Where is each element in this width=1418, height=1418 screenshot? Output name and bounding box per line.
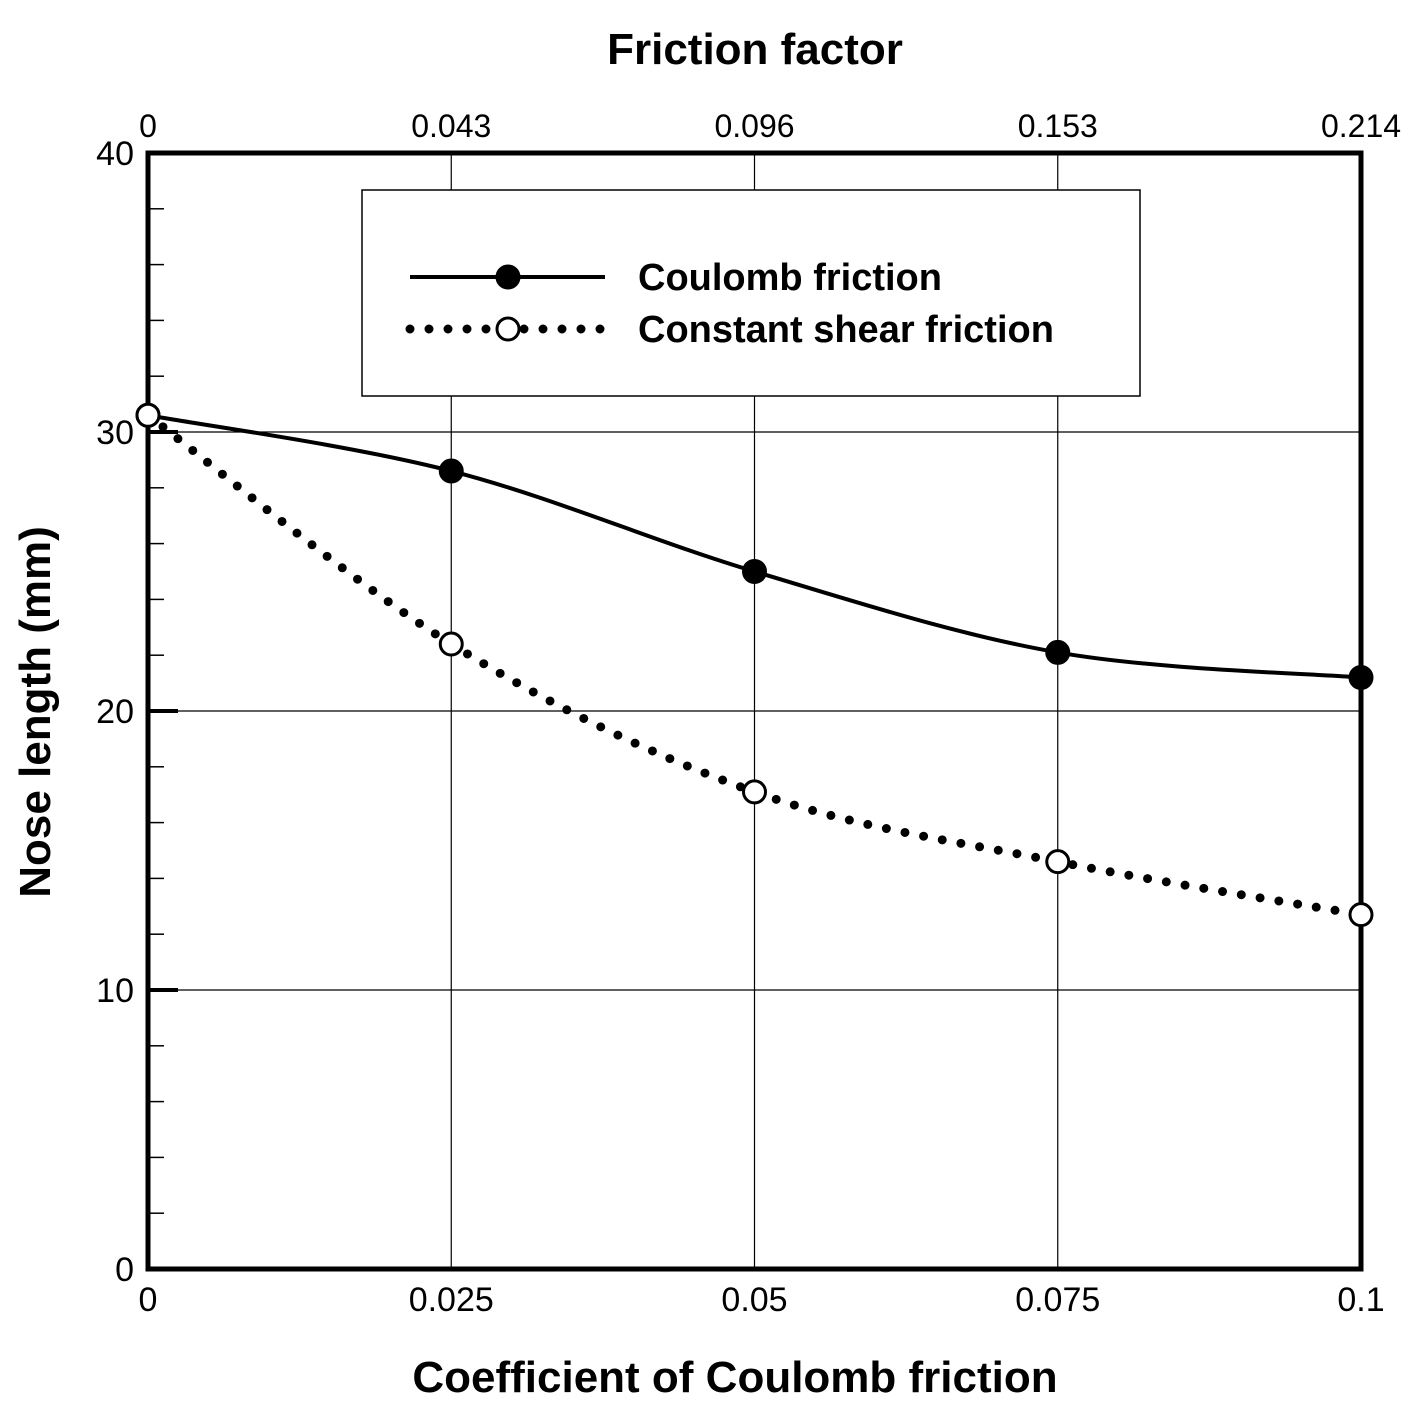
legend: Coulomb friction Constant shear friction [361, 189, 1141, 397]
legend-label-0: Coulomb friction [638, 257, 942, 299]
y-tick-label: 40 [96, 135, 134, 173]
y-axis-title: Nose length (mm) [11, 526, 60, 898]
series-line-1 [143, 410, 1366, 920]
x2-tick-label: 0.214 [1321, 108, 1401, 144]
plot-frame [145, 150, 1364, 1272]
series-point-0 [1045, 639, 1071, 665]
y-tick-label: 30 [96, 414, 134, 452]
series-point-0 [742, 559, 767, 584]
x-tick-label: 0.1 [1337, 1281, 1384, 1319]
x-tick-label: 0.075 [1015, 1281, 1100, 1319]
x2-tick-label: 0 [139, 108, 157, 144]
x2-tick-label: 0.153 [1018, 108, 1098, 144]
legend-box [361, 189, 1141, 397]
series-point-0 [1348, 665, 1374, 691]
x2-axis-title: Friction factor [607, 25, 903, 74]
minor-ticks [148, 151, 178, 1271]
legend-label-1: Constant shear friction [638, 309, 1054, 351]
series-point-1 [742, 779, 767, 805]
series-point-1 [438, 631, 464, 657]
x-axis-title: Coefficient of Coulomb friction [412, 1353, 1057, 1402]
x-tick-label: 0.025 [409, 1281, 494, 1319]
legend-marker-1 [495, 316, 521, 342]
y-tick-label: 20 [96, 693, 134, 731]
tick-labels: 0 0.025 0.05 0.075 0.1 0 0.043 0.096 0.153 0.214 0… [96, 108, 1401, 1319]
series-point-1 [135, 402, 161, 428]
legend-marker-0 [495, 264, 521, 290]
x2-tick-label: 0.043 [411, 108, 491, 144]
x-tick-label: 0.05 [721, 1281, 787, 1319]
series-point-0 [438, 458, 464, 484]
x2-tick-label: 0.096 [714, 108, 794, 144]
y-tick-label: 0 [115, 1251, 134, 1289]
series-layer [135, 402, 1374, 928]
legend-entries: Coulomb friction Constant shear friction [405, 257, 1054, 351]
y-tick-label: 10 [96, 972, 134, 1010]
x-tick-label: 0 [139, 1281, 158, 1319]
series-point-1 [1348, 902, 1374, 928]
series-point-1 [1045, 849, 1071, 875]
